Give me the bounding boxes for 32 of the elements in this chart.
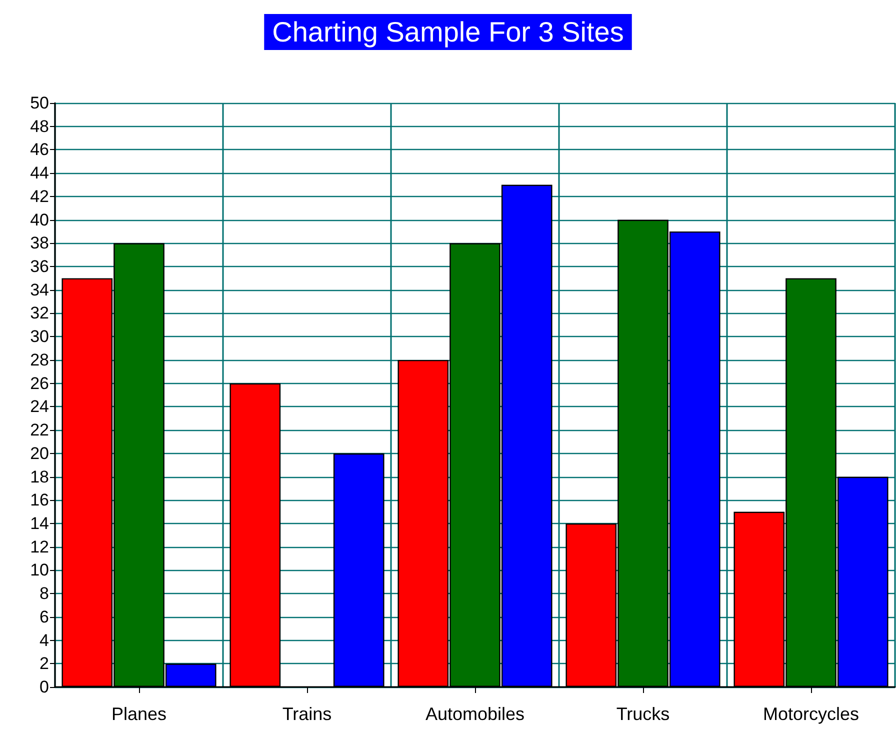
chart-title: Charting Sample For 3 Sites	[272, 16, 624, 48]
y-tick-label: 8	[40, 584, 49, 604]
y-tick-label: 4	[40, 630, 49, 650]
y-tick-label: 28	[30, 350, 49, 370]
y-tick-label: 6	[40, 607, 49, 626]
y-tick-label: 38	[30, 234, 49, 253]
y-tick-label: 48	[30, 116, 49, 136]
y-tick-label: 50	[30, 94, 49, 112]
y-tick-label: 36	[30, 257, 49, 276]
x-tick-label: Motorcycles	[762, 704, 860, 724]
y-tick-label: 24	[30, 397, 49, 416]
x-tick-label: Automobiles	[425, 704, 525, 724]
y-tick-label: 46	[30, 140, 49, 160]
y-tick-label: 32	[30, 304, 49, 323]
y-tick-label: 40	[30, 210, 49, 230]
y-tick-label: 42	[30, 186, 49, 206]
y-tick-label: 20	[30, 444, 49, 463]
y-tick-label: 18	[30, 467, 49, 486]
y-tick-label: 14	[30, 514, 49, 533]
y-tick-label: 16	[30, 490, 49, 510]
y-tick-label: 22	[30, 420, 49, 440]
y-tick-label: 12	[30, 537, 49, 556]
y-tick-label: 30	[30, 327, 49, 346]
y-tick-label: 34	[30, 280, 49, 300]
x-tick-label: Trains	[282, 704, 332, 724]
x-tick-label: Planes	[111, 704, 167, 724]
y-tick-label: 26	[30, 374, 49, 393]
y-tick-label: 0	[40, 678, 49, 696]
x-tick-label: Trucks	[616, 704, 670, 724]
y-tick-label: 2	[40, 654, 49, 674]
y-tick-label: 44	[30, 164, 49, 183]
y-tick-label: 10	[30, 560, 49, 580]
